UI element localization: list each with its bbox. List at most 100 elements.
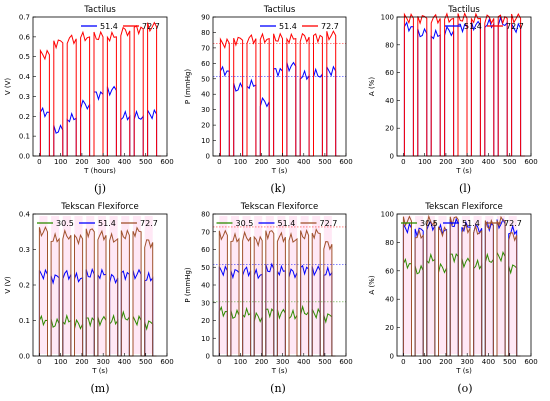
y-axis-label: V (V) [4, 78, 12, 96]
x-tick-label: 200 [255, 158, 268, 166]
legend-label: 51.4 [279, 22, 297, 31]
x-tick-label: 600 [524, 358, 537, 366]
x-tick-label: 100 [54, 158, 67, 166]
series-line-72.7 [219, 30, 341, 157]
legend-label: 72.7 [504, 219, 522, 228]
shade-band [144, 216, 153, 354]
y-tick-label: 70 [201, 228, 210, 236]
x-tick-label: 600 [524, 158, 537, 166]
shade-band [219, 216, 228, 354]
shade-band [254, 216, 263, 354]
y-tick-label: 40 [385, 296, 394, 304]
legend-label: 72.7 [321, 22, 339, 31]
y-tick-label: 10 [201, 137, 210, 145]
panel-title: Tekscan Flexiforce [424, 202, 502, 212]
panel-1: 0 100 200 300 400 500 600 0 10 20 30 40 50 60 70 80 90 Ta… [184, 5, 353, 195]
x-axis-label: T (s) [271, 367, 288, 375]
x-axis-label: T (s) [271, 167, 288, 175]
legend-label: 51.4 [98, 219, 116, 228]
x-axis-label: T (s) [91, 367, 108, 375]
shade-band [74, 216, 83, 354]
x-tick-label: 0 [401, 158, 405, 166]
plot-frame [212, 16, 347, 157]
panel-4: 0 100 200 300 400 500 600 0 10 20 30 40 50 60 70 80 Teks… [184, 202, 353, 395]
shade-band [473, 216, 482, 354]
legend-label: 72.7 [506, 22, 524, 31]
plot-frame [32, 16, 168, 157]
panel-title: Tactilus [263, 5, 296, 15]
x-tick-label: 100 [234, 158, 247, 166]
y-tick-label: 40 [385, 97, 394, 105]
x-tick-label: 100 [418, 358, 431, 366]
y-tick-label: 0 [206, 153, 210, 161]
y-tick-label: 0 [390, 153, 394, 161]
x-tick-label: 200 [439, 158, 452, 166]
x-tick-label: 600 [339, 358, 352, 366]
y-tick-label: 30 [201, 299, 210, 307]
x-tick-label: 300 [461, 158, 474, 166]
shade-band [230, 216, 239, 354]
panel-letter: (o) [457, 382, 472, 395]
y-tick-label: 0.3 [19, 246, 30, 254]
x-axis-label: T (s) [455, 367, 472, 375]
y-tick-label: 0 [390, 353, 394, 361]
x-tick-label: 200 [255, 358, 268, 366]
series-line-51.4 [403, 16, 525, 157]
shade-band [485, 216, 494, 354]
y-tick-label: 60 [201, 246, 210, 254]
y-axis-label: V (V) [4, 276, 12, 294]
y-tick-label: 0.0 [19, 153, 30, 161]
x-tick-label: 0 [217, 358, 221, 366]
shade-band [86, 216, 95, 354]
x-tick-label: 100 [418, 158, 431, 166]
series-line-51.4 [39, 85, 161, 157]
x-tick-label: 500 [139, 158, 152, 166]
shade-band [265, 216, 274, 354]
x-tick-label: 400 [482, 158, 495, 166]
y-tick-label: 0.7 [19, 14, 30, 22]
y-axis-label: A (%) [368, 275, 376, 294]
y-tick-label: 0.4 [19, 211, 31, 219]
x-tick-label: 0 [401, 358, 405, 366]
x-tick-label: 200 [75, 358, 88, 366]
y-tick-label: 80 [385, 239, 394, 247]
y-tick-label: 0.1 [19, 133, 30, 141]
x-tick-label: 0 [217, 158, 221, 166]
y-tick-label: 0 [206, 353, 210, 361]
y-tick-label: 50 [201, 264, 210, 272]
y-tick-label: 100 [381, 211, 394, 219]
y-tick-label: 30 [201, 106, 210, 114]
panel-title: Tactilus [83, 5, 116, 15]
legend-label: 72.7 [320, 219, 338, 228]
shade-band [426, 216, 435, 354]
y-tick-label: 20 [385, 324, 394, 332]
y-tick-label: 0.3 [19, 93, 30, 101]
shade-band [132, 216, 142, 354]
y-tick-label: 70 [201, 44, 210, 52]
shade-band [242, 216, 251, 354]
y-tick-label: 40 [201, 91, 210, 99]
shade-band [39, 216, 48, 354]
shade-band [461, 216, 470, 354]
y-tick-label: 20 [201, 317, 210, 325]
x-tick-label: 600 [160, 358, 173, 366]
panel-title: Tekscan Flexiforce [60, 202, 138, 212]
y-tick-label: 10 [201, 335, 210, 343]
x-axis-label: T (hours) [83, 167, 116, 175]
shade-band [51, 216, 60, 354]
shade-band [438, 216, 447, 354]
panel-title: Tactilus [447, 5, 480, 15]
shade-band [450, 216, 459, 354]
x-tick-label: 500 [318, 158, 331, 166]
x-tick-label: 100 [54, 358, 67, 366]
x-tick-label: 500 [503, 158, 516, 166]
x-tick-label: 200 [439, 358, 452, 366]
x-tick-label: 400 [118, 158, 131, 166]
y-tick-label: 80 [201, 211, 210, 219]
y-tick-label: 0.1 [19, 317, 30, 325]
panel-letter: (l) [459, 182, 471, 195]
shade-band [121, 216, 130, 354]
x-tick-label: 400 [118, 358, 131, 366]
y-tick-label: 0.2 [19, 113, 30, 121]
